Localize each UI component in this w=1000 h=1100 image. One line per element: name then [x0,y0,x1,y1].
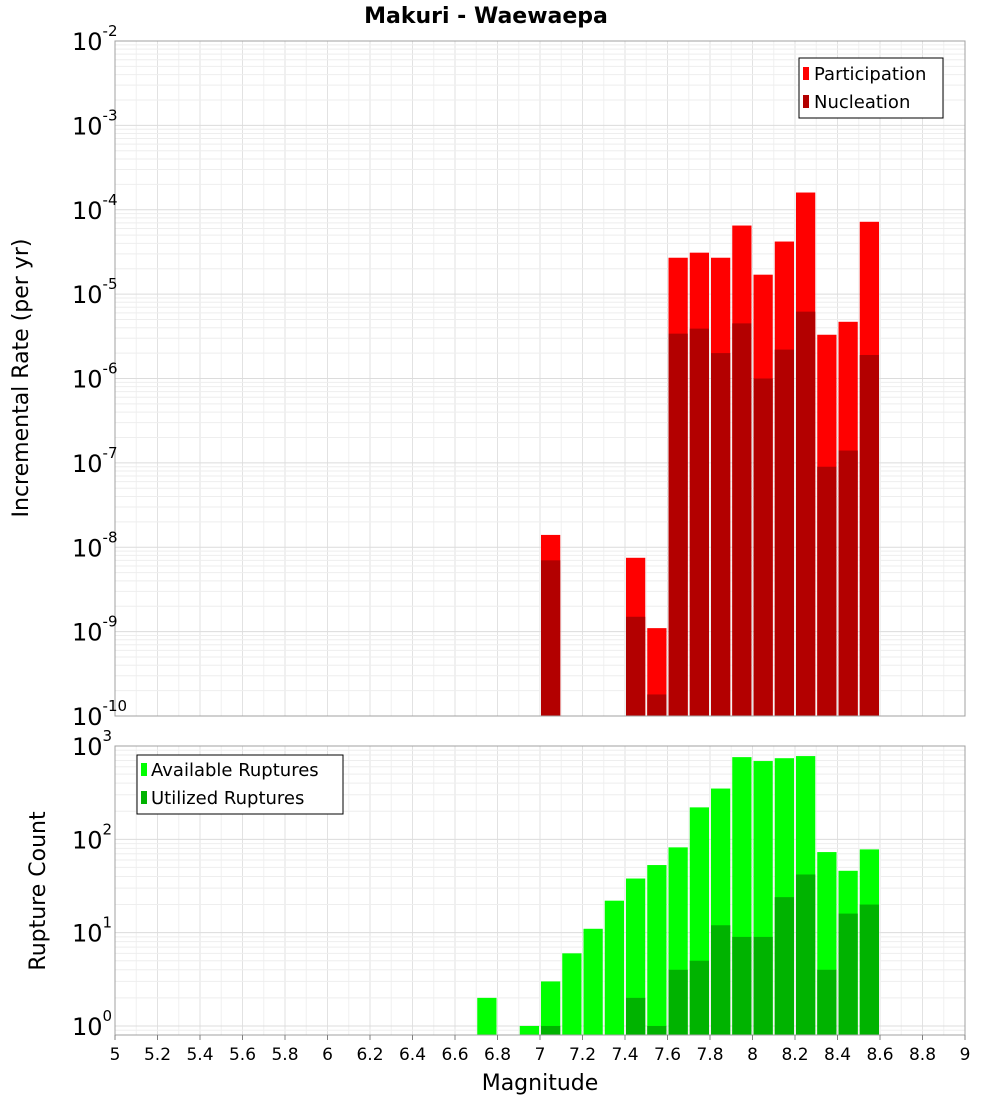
rate-y-tick-label: 10-5 [72,275,118,309]
rate-y-ticks: 10-10 10-9 10-8 10-7 10-6 10-5 10-4 10-3 10-2 [72,22,127,731]
count-bars [477,756,879,1035]
legend-participation: Participation [814,64,926,85]
bar-nucleation-7.45 [626,616,646,716]
bar-utilized-ruptures-7.95 [732,936,752,1035]
bar-available-ruptures-7.25 [583,928,603,1035]
x-tick-label: 5.6 [229,1045,256,1065]
x-tick-label: 7 [535,1045,546,1065]
bar-nucleation-7.05 [541,560,561,716]
bar-available-ruptures-7.15 [562,953,582,1035]
count-y-ticks: 100 101 102 103 [72,727,112,1041]
x-tick-label: 5.8 [271,1045,298,1065]
bar-available-ruptures-6.95 [519,1025,539,1035]
bar-utilized-ruptures-8.15 [774,897,794,1035]
bar-utilized-ruptures-8.05 [753,936,773,1035]
bar-utilized-ruptures-8.55 [859,904,879,1035]
x-ticks: 5 5.2 5.4 5.6 5.8 6 6.2 6.4 6.6 6.8 7 7.2 7.4 7.6 7.8 8… [110,1035,971,1065]
rate-y-tick-label: 10-8 [72,528,118,562]
bar-utilized-ruptures-7.65 [668,969,688,1035]
bar-available-ruptures-7.45 [626,878,646,1035]
bar-utilized-ruptures-7.55 [647,1025,667,1035]
x-tick-label: 8 [747,1045,758,1065]
rate-panel: 10-10 10-9 10-8 10-7 10-6 10-5 10-4 10-3 10-2 In… [9,22,966,731]
count-legend: Available Ruptures Utilized Ruptures [136,754,344,815]
x-tick-label: 6.4 [399,1045,426,1065]
x-tick-label: 8.6 [866,1045,893,1065]
legend-swatch-nucleation [803,95,809,108]
bar-nucleation-8.05 [753,378,773,716]
bar-available-ruptures-7.05 [541,981,561,1035]
bar-nucleation-7.85 [711,353,731,716]
bar-nucleation-8.15 [774,349,794,716]
rate-y-tick-label: 10-4 [72,191,118,225]
count-y-axis-label: Rupture Count [26,811,51,971]
bar-available-ruptures-7.55 [647,865,667,1035]
count-y-tick-label: 103 [72,727,112,761]
x-tick-label: 8.4 [824,1045,851,1065]
x-tick-label: 6 [322,1045,333,1065]
x-tick-label: 6.2 [356,1045,383,1065]
legend-nucleation: Nucleation [814,92,910,113]
rate-y-tick-label: 10-7 [72,444,118,478]
rate-bars [541,192,879,717]
bar-nucleation-7.55 [647,694,667,716]
bar-available-ruptures-6.75 [477,997,497,1035]
chart-title: Makuri - Waewaepa [364,4,608,29]
bar-nucleation-8.45 [838,450,858,716]
x-tick-label: 7.4 [611,1045,638,1065]
bar-nucleation-8.35 [817,466,837,716]
rate-y-tick-label: 10-6 [72,360,118,394]
rate-y-tick-label: 10-2 [72,22,118,56]
x-tick-label: 8.8 [909,1045,936,1065]
legend-swatch-participation [803,67,809,80]
bar-utilized-ruptures-7.75 [689,960,709,1035]
rate-legend: Participation Nucleation [798,57,944,119]
x-tick-label: 8.2 [781,1045,808,1065]
x-tick-label: 7.2 [569,1045,596,1065]
bar-utilized-ruptures-7.45 [626,997,646,1035]
bar-utilized-ruptures-8.25 [796,874,816,1035]
count-y-tick-label: 100 [72,1007,112,1041]
rate-y-tick-label: 10-9 [72,613,118,647]
bar-participation-7.55 [647,628,667,716]
bar-utilized-ruptures-8.45 [838,913,858,1035]
rate-y-axis-label: Incremental Rate (per yr) [9,239,34,518]
bar-nucleation-7.95 [732,323,752,716]
bar-nucleation-7.75 [689,328,709,716]
rate-y-tick-label: 10-3 [72,106,118,140]
rate-grid [114,41,966,717]
bar-utilized-ruptures-7.85 [711,925,731,1035]
x-tick-label: 6.8 [484,1045,511,1065]
x-tick-label: 7.6 [654,1045,681,1065]
x-tick-label: 5 [110,1045,121,1065]
bar-available-ruptures-7.35 [604,900,624,1035]
rate-y-tick-label: 10-10 [72,697,127,731]
x-tick-label: 7.8 [696,1045,723,1065]
x-tick-label: 5.4 [186,1045,213,1065]
x-tick-label: 9 [960,1045,971,1065]
x-axis-label: Magnitude [482,1071,599,1096]
legend-available: Available Ruptures [151,760,319,781]
x-tick-label: 5.2 [144,1045,171,1065]
legend-utilized: Utilized Ruptures [151,788,304,809]
bar-utilized-ruptures-8.35 [817,969,837,1035]
bar-nucleation-7.65 [668,333,688,716]
bar-utilized-ruptures-7.05 [541,1025,561,1035]
count-y-tick-label: 101 [72,914,112,948]
x-tick-label: 6.6 [441,1045,468,1065]
bar-nucleation-8.55 [859,354,879,716]
bar-nucleation-8.25 [796,311,816,716]
legend-swatch-available [141,763,147,776]
count-y-tick-label: 102 [72,820,112,854]
count-panel: 100 101 102 103 5 5.2 5.4 5.6 5.8 6 6.2 6.4 6.6 6.8 7… [26,727,970,1096]
legend-swatch-utilized [141,791,147,804]
